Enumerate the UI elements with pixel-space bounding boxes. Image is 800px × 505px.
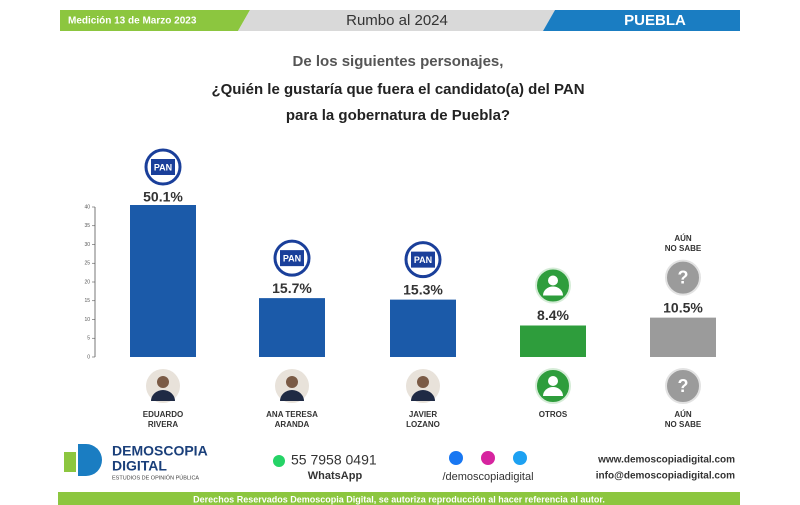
bars	[130, 205, 716, 357]
party-logo-text: PAN	[414, 255, 432, 265]
social: /demoscopiadigital	[442, 471, 533, 483]
photo-body	[151, 390, 175, 401]
category-label: OTROS	[538, 410, 568, 419]
twitter-icon	[513, 451, 527, 465]
unknown-icon	[665, 368, 701, 404]
whatsapp-icon	[273, 455, 285, 467]
value-label: 10.5%	[663, 299, 703, 315]
y-tick-label: 20	[84, 279, 90, 285]
party-logo-box	[280, 250, 304, 267]
footer-bar	[58, 492, 740, 505]
facebook-icon	[449, 451, 463, 465]
category-label: EDUARDO RIVERA	[142, 410, 184, 429]
category-label: AÚN NO SABE	[664, 233, 702, 253]
y-tick-label: 5	[87, 336, 90, 342]
title-line: De los siguientes personajes,	[293, 53, 504, 70]
unknown-icon	[665, 259, 701, 296]
category-label: ANA TERESA ARANDA	[266, 410, 318, 429]
email: info@demoscopiadigital.com	[596, 471, 735, 482]
y-tick-label: 40	[84, 204, 90, 210]
photo-head	[286, 376, 298, 388]
unknown-text: ?	[678, 267, 689, 287]
bar	[520, 325, 586, 357]
party-logo-text: PAN	[283, 254, 301, 264]
photo-body	[411, 390, 435, 401]
photo-head	[157, 376, 169, 388]
header-date-bg	[60, 10, 250, 31]
whatsapp: WhatsApp	[308, 470, 363, 482]
category-label: JAVIER LOZANO	[406, 410, 440, 429]
bar	[390, 299, 456, 357]
header-title-bg	[238, 10, 555, 31]
category-label: AÚN NO SABE	[664, 410, 702, 429]
rights: Derechos Reservados Demoscopia Digital, …	[193, 494, 605, 504]
web: www.demoscopiadigital.com	[597, 455, 735, 466]
instagram-icon	[481, 451, 495, 465]
title-line: para la gobernatura de Puebla?	[286, 107, 510, 124]
value-label: 50.1%	[143, 189, 183, 205]
person-body	[543, 286, 563, 296]
header-region-bg	[543, 10, 740, 31]
y-tick-label: 10	[84, 317, 90, 323]
unknown-text: ?	[678, 376, 689, 396]
header-date: Medición 13 de Marzo 2023	[68, 16, 197, 27]
y-tick-label: 30	[84, 242, 90, 248]
footer-logo	[64, 444, 102, 476]
phone: 55 7958 0491	[291, 452, 377, 468]
person-head	[548, 275, 558, 286]
header-region: PUEBLA	[624, 12, 686, 29]
party-logo-box	[151, 159, 175, 175]
footer-brand: DIGITAL	[112, 458, 167, 474]
title-line: ¿Quién le gustaría que fuera el candidat…	[211, 81, 584, 98]
y-tick-label: 25	[84, 261, 90, 267]
y-tick-label: 15	[84, 298, 90, 304]
bar	[259, 298, 325, 357]
bar	[130, 205, 196, 357]
footer-tagline: ESTUDIOS DE OPINIÓN PÚBLICA	[112, 474, 199, 481]
party-logo-text: PAN	[154, 162, 172, 172]
header-title: Rumbo al 2024	[346, 12, 448, 29]
photo-body	[280, 390, 304, 401]
value-label: 15.7%	[272, 280, 312, 296]
y-tick-label: 0	[87, 354, 90, 360]
y-tick-label: 35	[84, 223, 90, 229]
value-label: 8.4%	[537, 307, 569, 323]
value-label: 15.3%	[403, 281, 443, 297]
bar	[650, 317, 716, 357]
person-body	[543, 387, 563, 396]
party-logo-box	[411, 251, 435, 268]
person-head	[548, 376, 558, 386]
footer-brand: DEMOSCOPIA	[112, 443, 208, 459]
photo-head	[417, 376, 429, 388]
